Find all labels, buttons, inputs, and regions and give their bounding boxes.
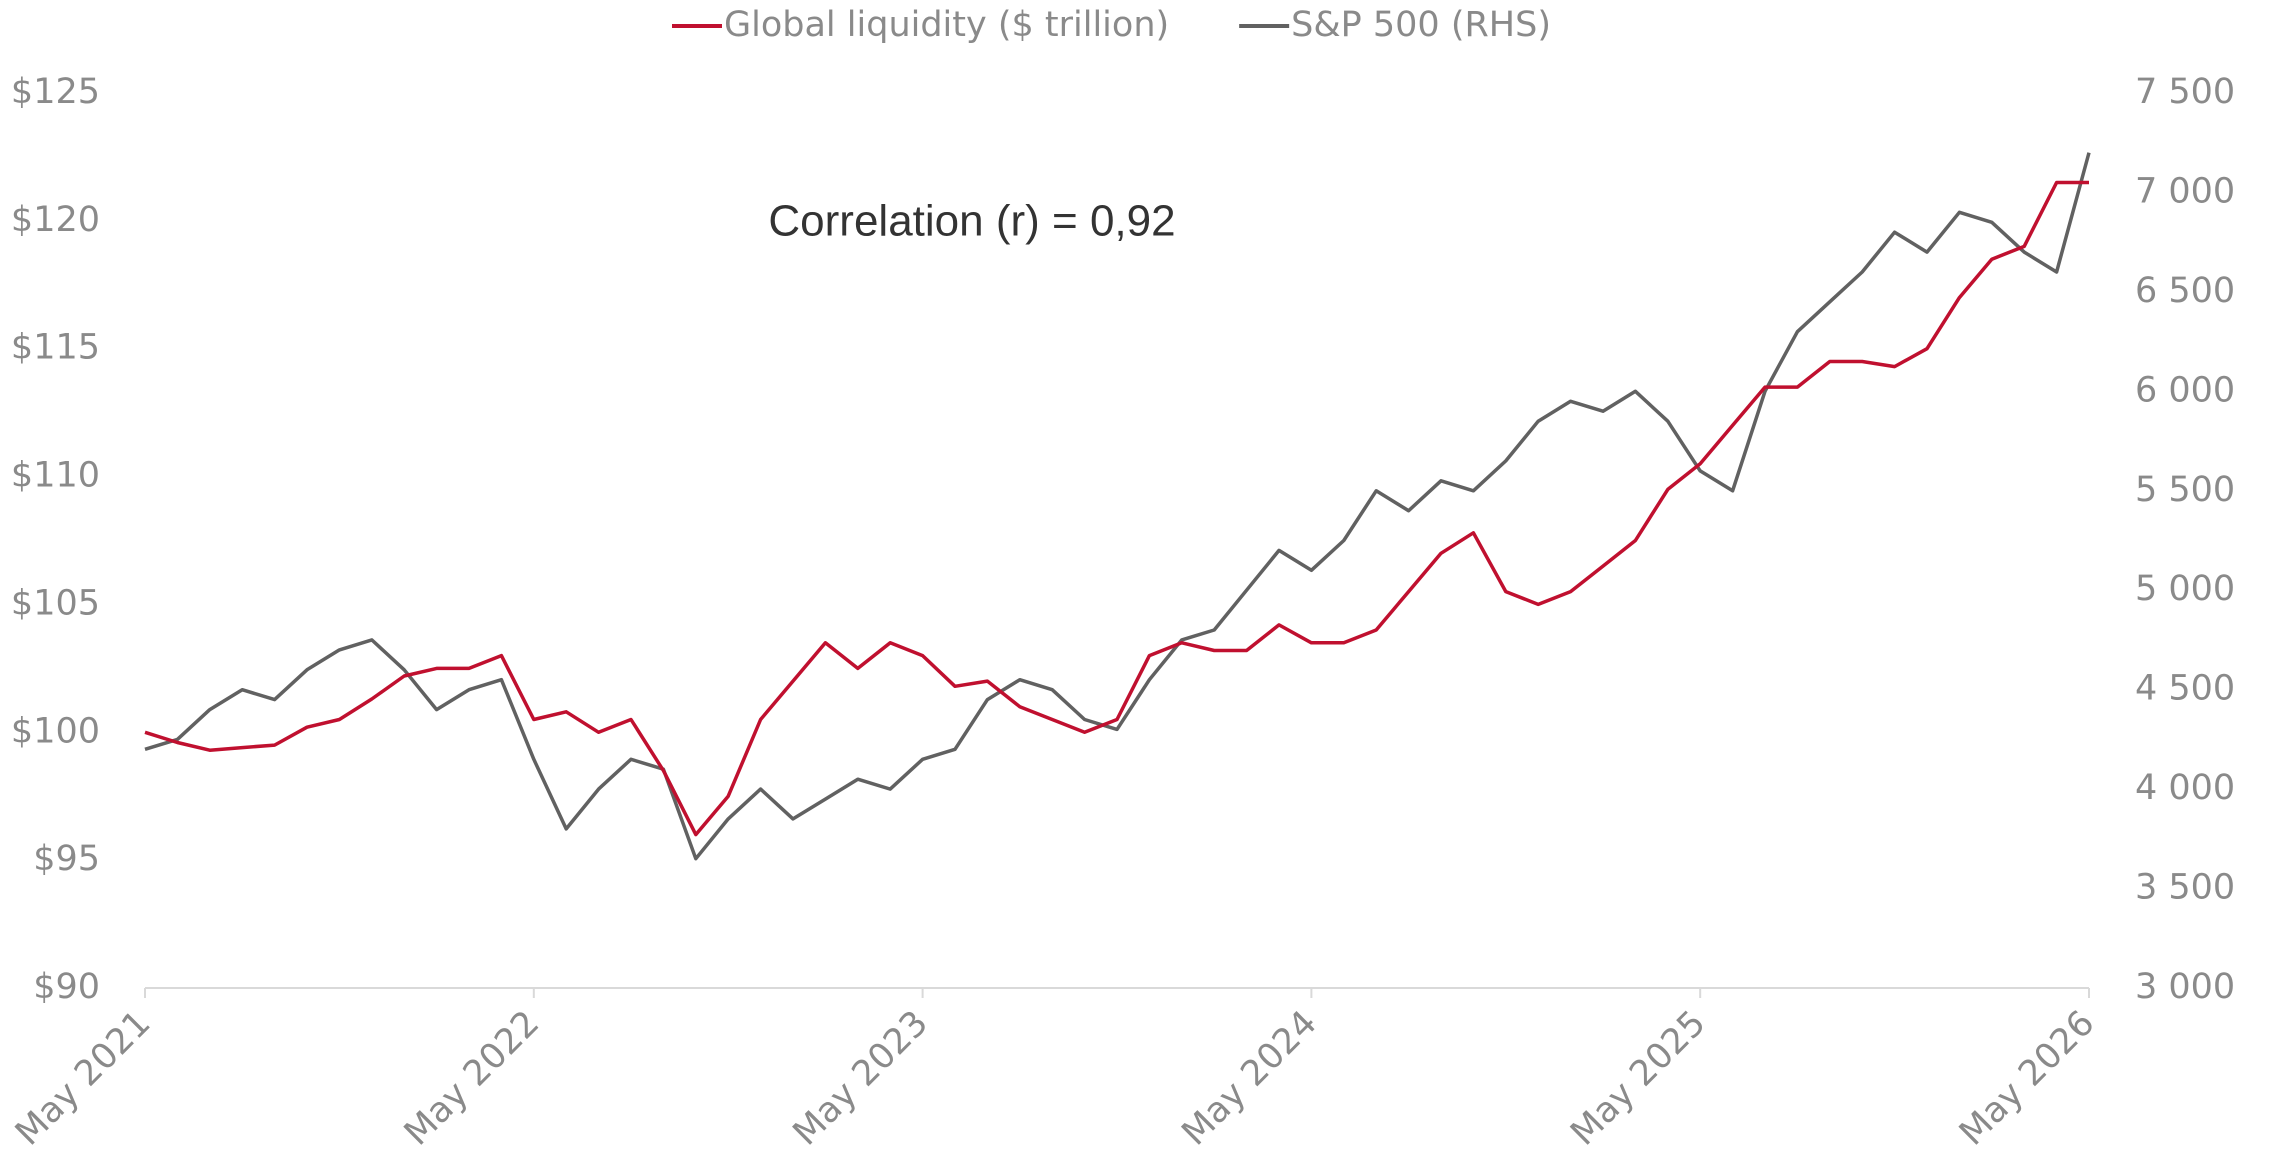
y2-tick-label: 6 500 [2135,271,2235,311]
annotation: Correlation (r) = 0,92 [768,197,1175,246]
x-tick-label: May 2021 [8,1003,158,1153]
y-tick-label: $120 [11,200,100,240]
series-line [144,180,2089,837]
x-tick-label: May 2025 [1563,1003,1713,1153]
y2-tick-label: 7 000 [2135,171,2235,211]
series-line [144,152,2091,861]
y-tick-label: $105 [11,583,100,623]
y2-tick-label: 4 500 [2135,669,2235,709]
y2-tick-label: 5 000 [2135,569,2235,609]
y-tick-label: $115 [11,328,100,368]
y2-tick-label: 3 000 [2135,967,2235,1007]
y-tick-label: $95 [33,839,100,879]
y-tick-label: $90 [33,967,100,1007]
y2-tick-label: 3 500 [2135,868,2235,908]
x-tick-label: May 2023 [786,1003,936,1153]
legend-label: Global liquidity ($ trillion) [724,5,1169,45]
y2-tick-label: 5 500 [2135,470,2235,510]
y-tick-label: $125 [11,72,100,112]
x-tick-label: May 2022 [397,1003,547,1153]
legend-label: S&P 500 (RHS) [1291,5,1551,45]
x-tick-label: May 2026 [1952,1003,2102,1153]
y2-tick-label: 4 000 [2135,768,2235,808]
y-tick-label: $110 [11,456,100,496]
y2-tick-label: 6 000 [2135,370,2235,410]
y2-tick-label: 7 500 [2135,72,2235,112]
y-tick-label: $100 [11,711,100,751]
x-tick-label: May 2024 [1175,1003,1325,1153]
